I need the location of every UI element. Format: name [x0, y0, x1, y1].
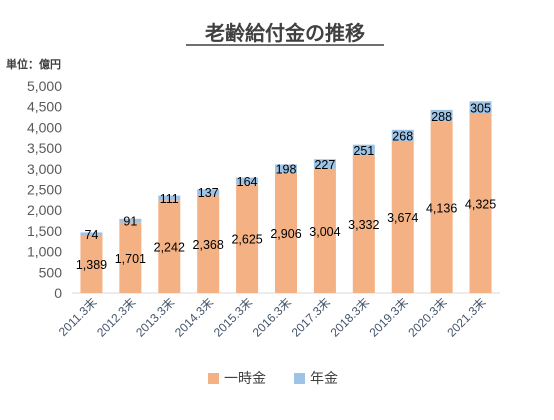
y-tick-label: 3,000	[27, 161, 62, 177]
data-label-pension: 251	[353, 144, 374, 158]
bar-pension	[197, 189, 220, 195]
y-tick-label: 5,000	[27, 78, 62, 94]
legend-swatch-pension	[294, 373, 305, 384]
data-label-lump-sum: 2,906	[270, 227, 301, 241]
data-label-pension: 227	[314, 158, 335, 172]
data-label-pension: 288	[431, 110, 452, 124]
data-label-lump-sum: 3,332	[348, 218, 379, 232]
bar-lump-sum	[352, 155, 375, 293]
x-tick-label: 2016.3末	[250, 295, 294, 339]
bar-lump-sum	[275, 172, 297, 293]
x-tick-label: 2013.3末	[133, 295, 177, 339]
bar-lump-sum	[391, 140, 414, 293]
y-axis: 0 500 1,000 1,500 2,000 2,500 3,000 3,500 4,000 4…	[27, 78, 500, 301]
x-tick-label: 2021.3末	[444, 295, 488, 339]
x-tick-label: 2018.3末	[328, 295, 372, 339]
data-label-pension: 137	[198, 186, 219, 200]
data-label-lump-sum: 2,368	[193, 238, 224, 252]
data-label-lump-sum: 1,701	[115, 252, 146, 266]
y-tick-label: 2,500	[27, 182, 62, 198]
bar-lump-sum	[430, 121, 453, 294]
chart-title: 老齢給付金の推移	[205, 21, 365, 45]
y-tick-label: 1,000	[27, 244, 62, 260]
x-tick-label: 2017.3末	[289, 295, 333, 339]
bar-pension	[391, 129, 414, 141]
x-tick-label: 2019.3末	[366, 295, 410, 339]
y-tick-label: 4,000	[27, 119, 62, 135]
x-tick-label: 2011.3末	[56, 295, 100, 339]
data-label-lump-sum: 4,325	[465, 197, 496, 211]
bar-pension	[158, 195, 181, 201]
legend-label-lump-sum: 一時金	[224, 371, 266, 387]
bar-pension	[352, 144, 375, 156]
legend-swatch-lump-sum	[208, 373, 219, 384]
data-label-lump-sum: 2,242	[154, 241, 185, 255]
y-tick-label: 3,500	[27, 140, 62, 156]
data-label-pension: 164	[237, 175, 258, 189]
data-label-lump-sum: 1,389	[76, 258, 107, 272]
data-label-lump-sum: 3,674	[387, 211, 418, 225]
x-tick-label: 2012.3末	[94, 295, 138, 339]
legend-label-pension: 年金	[310, 371, 338, 387]
bars: 1,389 74 1,701 91 2,242 111 2,368 137 2,625 164 2,…	[76, 101, 496, 294]
bar-pension	[313, 159, 336, 169]
data-label-pension: 111	[160, 192, 179, 206]
data-label-pension: 305	[470, 102, 491, 116]
data-label-pension: 74	[85, 228, 99, 242]
bar-lump-sum	[469, 113, 492, 293]
bar-lump-sum	[236, 184, 259, 293]
data-label-pension: 268	[392, 129, 413, 143]
data-label-lump-sum: 3,004	[309, 225, 340, 239]
bar-pension	[80, 232, 103, 236]
data-label-pension: 198	[276, 163, 297, 177]
y-tick-label: 2,000	[27, 202, 62, 218]
x-tick-label: 2020.3末	[405, 295, 449, 339]
bar-lump-sum	[313, 168, 336, 293]
bar-lump-sum	[197, 194, 220, 293]
x-tick-label: 2014.3末	[172, 295, 216, 339]
y-tick-label: 1,500	[27, 223, 62, 239]
y-tick-label: 500	[39, 264, 63, 280]
data-label-pension: 91	[123, 215, 137, 229]
bar-pension	[469, 101, 492, 114]
bar-lump-sum	[80, 235, 103, 293]
x-tick-label: 2015.3末	[211, 295, 255, 339]
bar-pension	[275, 164, 297, 173]
legend: 一時金 年金	[208, 371, 338, 387]
bar-lump-sum	[158, 200, 181, 293]
unit-label: 単位：億円	[6, 57, 61, 71]
x-axis: 2011.3末2012.3末2013.3末2014.3末2015.3末2016.…	[56, 295, 489, 339]
y-tick-label: 0	[54, 285, 62, 301]
data-label-lump-sum: 4,136	[426, 201, 457, 215]
bar-lump-sum	[119, 222, 142, 293]
bar-pension	[236, 177, 259, 185]
data-label-lump-sum: 2,625	[231, 233, 262, 247]
y-tick-label: 4,500	[27, 99, 62, 115]
bar-pension	[430, 109, 453, 122]
bar-pension	[119, 218, 142, 223]
